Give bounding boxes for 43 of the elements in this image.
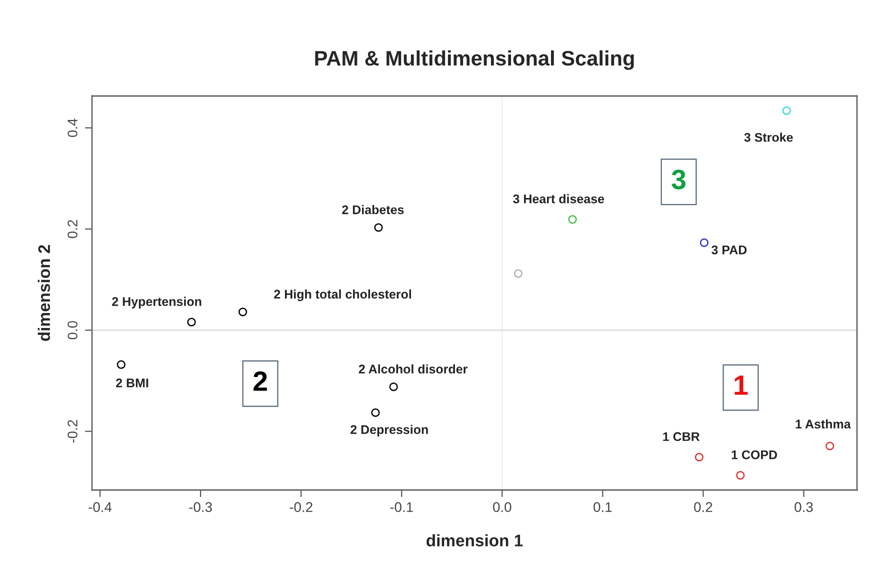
annotation: 1 CBR xyxy=(663,432,700,442)
point xyxy=(374,223,383,232)
chart-title: PAM & Multidimensional Scaling xyxy=(315,50,634,70)
annotation: 2 Diabetes xyxy=(342,205,404,214)
y-axis-title: dimension 2 xyxy=(38,245,50,341)
x-tick-label: 0.1 xyxy=(594,502,612,512)
annotation: 2 Hypertension xyxy=(112,296,202,308)
x-tick-label: -0.1 xyxy=(390,502,413,512)
point xyxy=(826,442,834,450)
annotation: 2 BMI xyxy=(116,378,148,388)
x-tick-label: 0.0 xyxy=(493,502,512,512)
y-tick-label: 0.2 xyxy=(68,220,78,238)
annotation: 2 Depression xyxy=(350,424,428,436)
point xyxy=(238,308,248,316)
annotation: 2 High total cholesterol xyxy=(274,289,412,302)
point xyxy=(389,382,398,392)
annotation: 2 Alcohol disorder xyxy=(358,364,468,374)
annotation: 1 COPD xyxy=(732,450,778,460)
annotation: 3 Heart disease xyxy=(513,194,604,204)
annotation: 1 xyxy=(734,376,748,395)
point xyxy=(736,471,745,480)
point xyxy=(700,238,708,247)
x-tick-label: -0.2 xyxy=(290,502,312,512)
annotation: 3 PAD xyxy=(712,246,747,254)
x-axis-title: dimension 1 xyxy=(426,534,523,546)
point xyxy=(694,452,704,462)
x-tick-label: -0.4 xyxy=(88,502,112,512)
point xyxy=(514,269,523,278)
annotation: 3 Stroke xyxy=(744,132,793,142)
x-tick-label: -0.3 xyxy=(189,502,212,512)
point xyxy=(568,215,577,224)
y-tick-label: -0.2 xyxy=(68,420,78,443)
x-tick-label: 0.3 xyxy=(794,502,813,512)
y-tick-label: 0.4 xyxy=(68,118,78,137)
annotation: 1 Asthma xyxy=(796,419,851,429)
y-tick-label: 0.0 xyxy=(68,321,78,340)
x-tick-label: 0.2 xyxy=(694,502,712,512)
point xyxy=(371,408,380,417)
annotation: 2 xyxy=(254,371,267,391)
point xyxy=(187,318,196,326)
point xyxy=(116,360,126,369)
annotation: 3 xyxy=(672,170,686,190)
point xyxy=(782,106,791,115)
